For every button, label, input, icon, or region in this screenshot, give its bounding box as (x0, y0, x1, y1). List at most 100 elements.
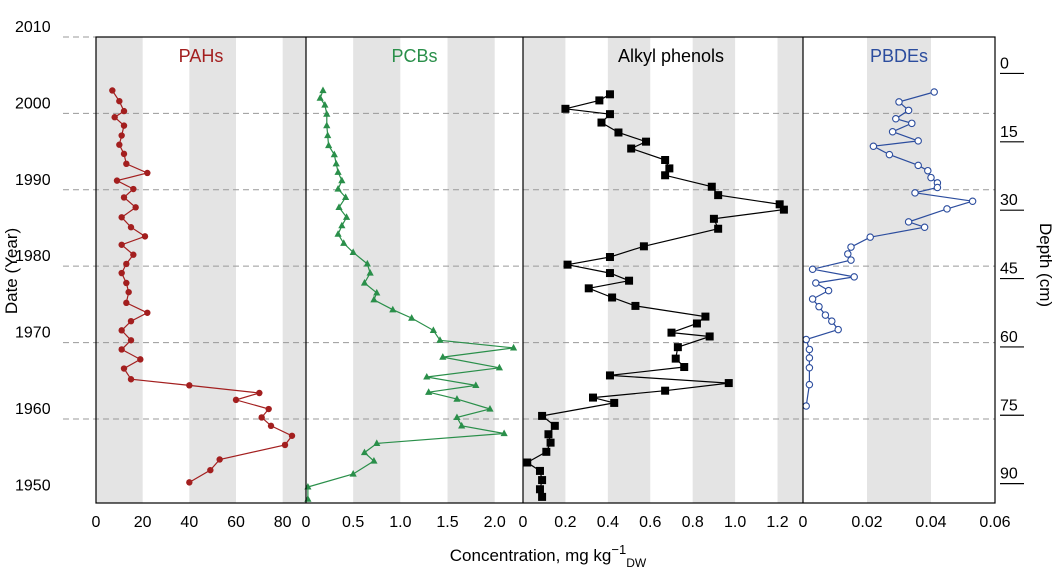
data-point (113, 177, 121, 184)
x-tick-label: 0 (92, 514, 101, 531)
data-point (597, 118, 606, 127)
data-point (523, 458, 532, 467)
data-point (120, 107, 128, 115)
data-point (538, 476, 547, 485)
data-point (256, 389, 263, 397)
data-point (360, 278, 369, 286)
date-axis: 2010 2000 1990 1980 1970 1960 1950 (15, 19, 51, 494)
data-point (563, 260, 572, 269)
data-point (538, 492, 547, 501)
data-point (927, 173, 935, 182)
data-point (123, 279, 130, 287)
x-tick-label: 0.8 (682, 514, 704, 531)
data-point (642, 137, 651, 146)
data-point (595, 96, 604, 105)
data-point (625, 276, 634, 285)
data-point (258, 414, 265, 421)
data-point (544, 430, 553, 439)
data-point (330, 150, 338, 158)
panel-title: PAHs (179, 46, 224, 66)
data-point (232, 396, 240, 404)
depth-tick-label: 45 (1000, 261, 1018, 278)
data-point (472, 381, 480, 388)
data-point (908, 119, 916, 128)
data-point (824, 286, 833, 295)
data-point (334, 168, 342, 175)
data-point (118, 241, 125, 248)
x-tick-label: 60 (227, 514, 245, 531)
data-point (847, 256, 855, 264)
depth-tick-label: 75 (1000, 397, 1018, 414)
data-point (120, 122, 128, 129)
data-point (120, 194, 128, 201)
x-tick-label: 20 (134, 514, 152, 531)
data-point (933, 183, 942, 192)
x-tick-labels: 0 20 40 60 80 0 0.5 1.0 1.5 2.0 0 0.2 0.4 0.6 0.8 1.0 1.… (92, 514, 1011, 531)
data-point (425, 388, 433, 395)
data-point (550, 421, 559, 430)
data-point (724, 379, 733, 388)
data-point (186, 382, 193, 389)
data-point (325, 141, 333, 149)
data-point (130, 251, 137, 258)
data-point (828, 317, 836, 325)
depth-tick-label: 15 (1000, 124, 1018, 141)
data-point (127, 317, 135, 325)
x-axis-label-subscript: DW (626, 556, 647, 567)
data-point (920, 223, 929, 231)
data-point (802, 402, 810, 410)
data-point (605, 110, 614, 119)
data-point (408, 314, 416, 321)
gray-band (867, 37, 931, 503)
data-point (436, 336, 444, 343)
data-point (892, 114, 900, 123)
data-point (610, 398, 619, 407)
x-tick-label: 0.6 (639, 514, 661, 531)
data-point (500, 429, 508, 437)
panel-title: Alkyl phenols (618, 46, 724, 66)
data-point (373, 439, 381, 447)
date-tick-label: 1990 (15, 172, 51, 189)
data-point (349, 469, 357, 477)
date-tick-label: 1950 (15, 477, 51, 494)
x-axis-label-superscript: −1 (611, 542, 626, 557)
data-point (805, 364, 814, 372)
date-tick-label: 1970 (15, 325, 51, 342)
data-point (775, 200, 784, 209)
data-point (561, 104, 570, 113)
x-tick-label: 80 (274, 514, 292, 531)
data-point (584, 284, 593, 293)
data-point (888, 127, 897, 136)
data-point (805, 345, 814, 354)
data-point (118, 269, 125, 277)
data-point (627, 144, 636, 153)
x-tick-label: 1.5 (436, 514, 458, 531)
x-tick-label: 0.04 (915, 514, 946, 531)
data-point (692, 319, 701, 328)
x-tick-label: 0.5 (342, 514, 364, 531)
date-tick-label: 2010 (15, 19, 51, 36)
data-point (714, 191, 723, 200)
data-point (144, 309, 151, 316)
data-point (709, 214, 718, 223)
data-point (334, 185, 342, 192)
depth-tick-label: 60 (1000, 329, 1018, 346)
data-point (127, 337, 135, 344)
data-point (535, 485, 544, 494)
data-point (144, 169, 151, 177)
data-point (779, 205, 788, 214)
data-point (914, 137, 922, 145)
data-point (453, 413, 461, 421)
data-point (866, 233, 874, 241)
data-point (116, 97, 123, 105)
data-point (968, 197, 977, 205)
data-point (605, 253, 614, 262)
data-point (605, 269, 614, 278)
data-point (116, 141, 123, 148)
data-point (808, 295, 817, 303)
data-point (914, 161, 922, 170)
data-point (812, 279, 820, 287)
gray-band (96, 37, 143, 503)
data-point (109, 87, 116, 94)
data-point (453, 395, 461, 402)
